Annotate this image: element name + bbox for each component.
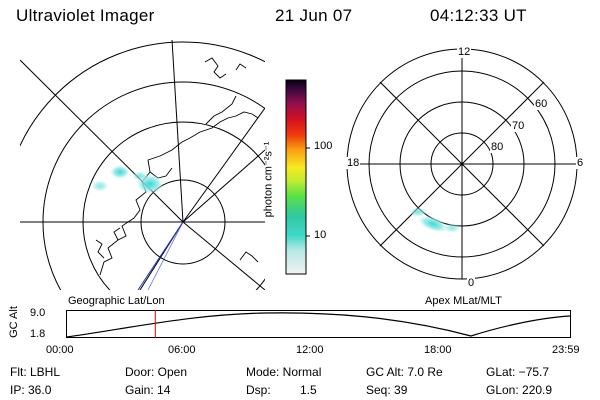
time-tick-0: 00:00 — [46, 344, 74, 356]
colorbar-tick-100: 100 — [314, 140, 333, 152]
gc-alt-info: GC Alt: 7.0 Re — [366, 365, 443, 379]
aurora-emission-mlt — [409, 207, 461, 233]
altitude-plot — [66, 310, 571, 338]
mlt-label-0: 0 — [467, 277, 476, 289]
seq-info: Seq: 39 — [366, 383, 408, 397]
altitude-plot-frame — [66, 310, 571, 338]
magnetic-panel-label: Apex MLat/MLT — [425, 295, 502, 307]
ip-info: IP: 36.0 — [10, 383, 52, 397]
mlt-label-18: 18 — [346, 157, 361, 169]
meridian-line — [182, 149, 265, 223]
altitude-ymin-label: 1.8 — [30, 328, 46, 340]
glon-info: GLon: 220.9 — [486, 383, 553, 397]
geographic-panel-label: Geographic Lat/Lon — [68, 295, 165, 307]
dsp-value: 1.5 — [300, 383, 317, 397]
meridian-line — [182, 221, 265, 290]
altitude-ymax-label: 9.0 — [30, 307, 46, 319]
mlat-label-60: 60 — [534, 98, 549, 110]
meridian-line — [171, 40, 184, 223]
mlat-label-70: 70 — [511, 120, 526, 132]
glat-info: GLat: −75.7 — [486, 365, 550, 379]
time-tick-2: 12:00 — [296, 344, 324, 356]
meridian-line — [20, 59, 184, 223]
colorbar-tick-10: 10 — [314, 229, 327, 241]
aurora-emission — [91, 165, 164, 194]
latitude-circle-inner — [82, 121, 265, 290]
dsp-label: Dsp: — [246, 383, 271, 397]
mode-info: Mode: Normal — [246, 365, 322, 379]
latitude-circle-outer — [20, 41, 265, 147]
meridian-line — [182, 107, 265, 223]
mlt-line-diagonal — [379, 81, 545, 247]
gain-info: Gain: 14 — [125, 383, 171, 397]
instrument-title: Ultraviolet Imager — [16, 6, 155, 25]
mlat-label-80: 80 — [490, 141, 505, 153]
mlt-label-6: 6 — [576, 157, 585, 169]
observation-time: 04:12:33 UT — [430, 6, 527, 25]
altitude-curve — [66, 312, 571, 338]
time-tick-3: 18:00 — [424, 344, 452, 356]
filter-info: Flt: LBHL — [10, 365, 61, 379]
magnetic-meridian-line — [137, 221, 184, 291]
time-tick-1: 06:00 — [168, 344, 196, 356]
time-tick-4: 23:59 — [552, 344, 580, 356]
observation-date: 21 Jun 07 — [275, 6, 353, 25]
magnetic-polar-plot — [346, 48, 578, 280]
mlt-label-12: 12 — [457, 46, 472, 58]
altitude-ylabel: GC Alt — [8, 306, 20, 338]
geographic-map-panel — [20, 40, 265, 291]
colorbar — [285, 79, 310, 275]
colorbar-unit-label: photon cm⁻²s⁻¹ — [262, 141, 275, 218]
door-info: Door: Open — [125, 365, 188, 379]
